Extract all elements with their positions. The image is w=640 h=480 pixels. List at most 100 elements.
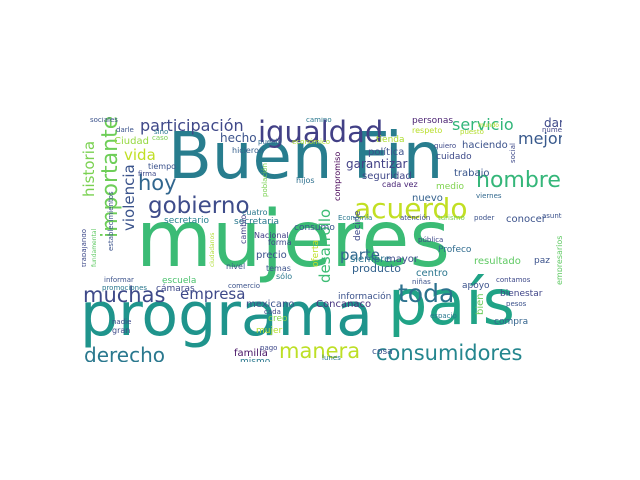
word-hombre: hombre bbox=[476, 168, 561, 193]
word-promociones: promociones bbox=[102, 284, 148, 292]
word-compromiso: compromiso bbox=[333, 151, 342, 201]
word-bienestar: bienestar bbox=[500, 289, 543, 299]
word-sino: sino bbox=[154, 128, 169, 136]
word-compra: compra bbox=[494, 317, 529, 327]
word-historia: historia bbox=[82, 140, 98, 197]
word-mismo: mismo bbox=[240, 357, 271, 363]
word-participacion: participación bbox=[140, 117, 244, 135]
word-servicio: servicio bbox=[452, 117, 514, 134]
word-seguridad: seguridad bbox=[362, 171, 412, 182]
word-nivel: nivel bbox=[226, 262, 246, 271]
word-informar: informar bbox=[104, 276, 134, 284]
word-garantizar: garantizar bbox=[346, 157, 408, 171]
word-apoyo: apoyo bbox=[462, 281, 490, 291]
word-familia: familia bbox=[234, 348, 268, 359]
word-precio: precio bbox=[256, 250, 287, 261]
word-parte: parte bbox=[340, 246, 380, 264]
word-centro: centro bbox=[416, 268, 448, 279]
word-pago: pago bbox=[260, 344, 278, 352]
word-pueblo: pueblo bbox=[258, 138, 282, 146]
word-nuevo: nuevo bbox=[412, 193, 443, 204]
word-cada: cada bbox=[264, 308, 281, 316]
word-consumidores: consumidores bbox=[376, 341, 523, 363]
word-buen-fin: Buen Fin bbox=[168, 120, 444, 194]
word-dar: dar bbox=[544, 117, 562, 130]
word-mundo: mundo bbox=[478, 122, 499, 129]
word-secretaria: secretaria bbox=[234, 217, 279, 227]
word-comercio: comercio bbox=[228, 282, 261, 290]
word-cuatro: cuatro bbox=[242, 208, 268, 217]
word-fundamental: fundamental bbox=[91, 228, 98, 267]
word-toda: toda bbox=[398, 279, 455, 308]
word-haciendo: haciendo bbox=[462, 140, 508, 151]
word-vida: vida bbox=[124, 146, 156, 164]
word-empresa: empresa bbox=[180, 285, 246, 303]
word-lunes: lunes bbox=[322, 354, 341, 362]
word-bien: bien bbox=[475, 293, 486, 315]
word-quiero: quiero bbox=[434, 142, 457, 150]
word-escuela: escuela bbox=[162, 276, 197, 286]
word-medio: medio bbox=[436, 182, 465, 192]
word-pesos: pesos bbox=[506, 300, 527, 308]
word-publica: pública bbox=[418, 236, 444, 244]
word-muchas: muchas bbox=[83, 283, 166, 307]
word-numero: número bbox=[542, 126, 562, 134]
word-paz: paz bbox=[534, 256, 550, 266]
word-programa: programa bbox=[82, 280, 373, 350]
word-camaras: cámaras bbox=[156, 284, 195, 294]
word-darle: darle bbox=[116, 126, 134, 134]
word-pais: país bbox=[388, 266, 515, 339]
word-secretario: secretario bbox=[164, 216, 209, 226]
word-meses: meses bbox=[334, 361, 357, 363]
word-hicieron: hicieron bbox=[232, 146, 264, 155]
word-forma: forma bbox=[268, 238, 292, 247]
word-acuerdo: acuerdo bbox=[354, 192, 468, 225]
word-nacional: Nacional bbox=[254, 231, 289, 240]
word-economia: Economía bbox=[338, 214, 373, 222]
word-conocer: conocer bbox=[506, 214, 546, 225]
word-trabajo: trabajo bbox=[454, 168, 490, 179]
word-ninas: niñas bbox=[412, 278, 431, 286]
word-oferta: oferta bbox=[311, 240, 321, 267]
word-respeto: respeto bbox=[412, 126, 443, 135]
word-mayor: mayor bbox=[386, 254, 419, 265]
word-cloud: Buen Fin mujeres programa país igualdad … bbox=[82, 117, 562, 362]
word-contamos: contamos bbox=[496, 276, 531, 284]
word-gran: gran bbox=[112, 326, 131, 335]
word-mujer: mujer bbox=[256, 326, 283, 336]
word-poder: poder bbox=[474, 214, 495, 222]
word-cuidado: cuidado bbox=[436, 152, 472, 162]
word-puesto: puesto bbox=[460, 128, 484, 136]
word-gobierno: gobierno bbox=[148, 193, 250, 219]
word-igualdad: igualdad bbox=[258, 117, 384, 149]
word-resultado: resultado bbox=[474, 256, 521, 267]
word-creo: creo bbox=[268, 314, 288, 324]
word-tiempo: tiempo bbox=[148, 162, 177, 171]
word-viernes: viernes bbox=[476, 192, 502, 200]
word-sociales: sociales bbox=[90, 117, 118, 124]
word-hijos: hijos bbox=[296, 176, 315, 185]
word-personas: personas bbox=[412, 117, 454, 126]
word-turismo: turismo bbox=[438, 214, 465, 222]
word-violencia: violencia bbox=[120, 164, 138, 231]
word-siempre: siempre bbox=[350, 254, 391, 265]
word-producto: producto bbox=[352, 262, 402, 275]
word-poblacion: población bbox=[261, 163, 269, 197]
word-cada-vez: cada vez bbox=[382, 180, 418, 189]
word-trabajando: trabajando bbox=[82, 228, 88, 267]
word-informacion: información bbox=[338, 292, 392, 302]
word-nadie: nadie bbox=[112, 318, 132, 326]
word-politica: política bbox=[368, 147, 405, 158]
word-ciudad: Ciudad bbox=[114, 136, 149, 147]
word-consumo: consumo bbox=[294, 223, 335, 233]
word-solo: sólo bbox=[276, 272, 293, 281]
word-derecho: derecho bbox=[84, 343, 165, 362]
word-manera: manera bbox=[279, 339, 361, 362]
word-espacio: espacio bbox=[430, 312, 457, 320]
word-temas: temas bbox=[266, 264, 291, 273]
word-empresarios: empresarios bbox=[555, 235, 562, 285]
word-social: social bbox=[509, 143, 517, 163]
word-caso: caso bbox=[152, 134, 169, 142]
word-concanaco: Concanaco bbox=[316, 299, 372, 310]
word-cosa: cosa bbox=[372, 347, 393, 357]
